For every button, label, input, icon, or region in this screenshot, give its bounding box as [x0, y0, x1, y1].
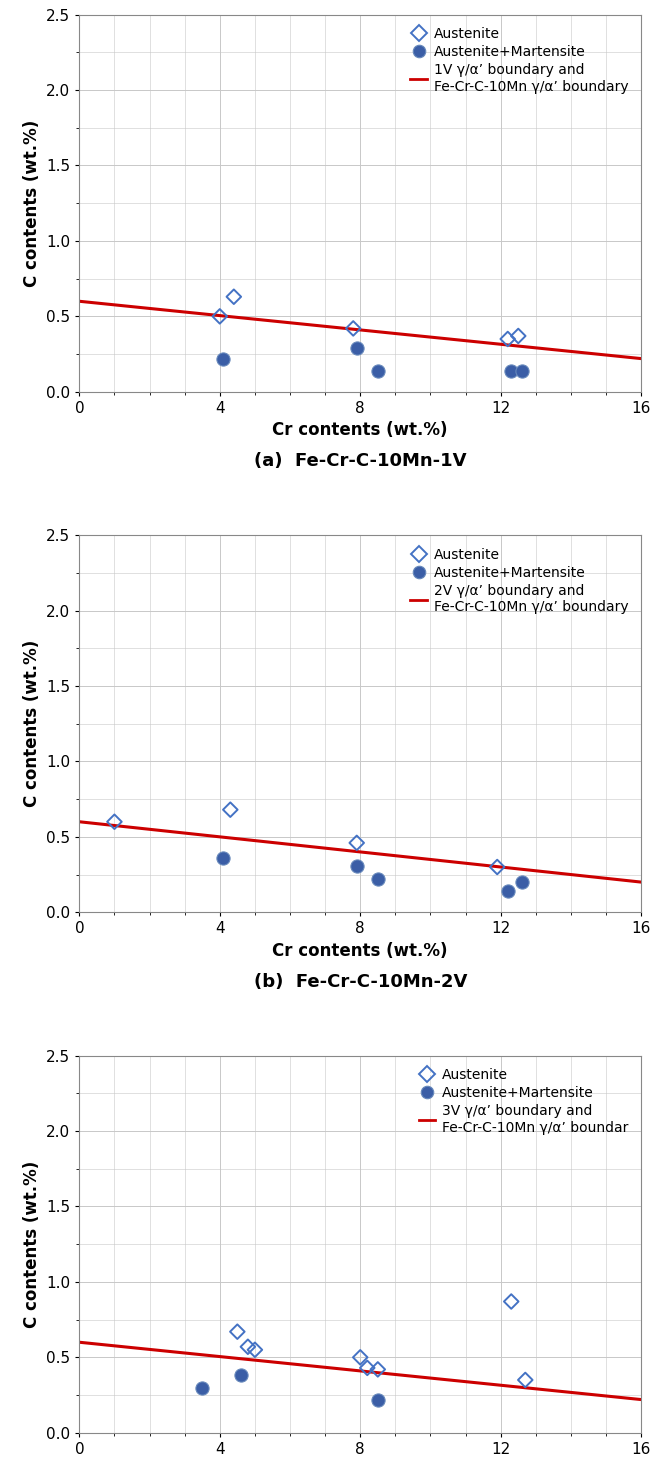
Point: [250, 1338, 260, 1361]
Y-axis label: C contents (wt.%): C contents (wt.%): [22, 640, 40, 807]
Point: [513, 325, 524, 348]
Point: [506, 360, 516, 383]
Y-axis label: C contents (wt.%): C contents (wt.%): [22, 1161, 40, 1327]
Point: [232, 1320, 243, 1344]
Point: [516, 870, 527, 893]
Legend: Austenite, Austenite+Martensite, 3V γ/α’ boundary and
Fe-Cr-C-10Mn γ/α’ boundar: Austenite, Austenite+Martensite, 3V γ/α’…: [413, 1063, 634, 1140]
Point: [235, 1364, 246, 1387]
Point: [373, 867, 383, 890]
Point: [348, 317, 358, 341]
Point: [352, 336, 362, 360]
Point: [214, 304, 225, 327]
Text: (a)  Fe-Cr-C-10Mn-1V: (a) Fe-Cr-C-10Mn-1V: [254, 452, 467, 471]
Point: [352, 832, 362, 855]
Point: [373, 1358, 383, 1382]
Point: [352, 854, 362, 877]
Point: [109, 810, 120, 833]
Point: [355, 1345, 366, 1368]
Point: [502, 327, 513, 351]
X-axis label: Cr contents (wt.%): Cr contents (wt.%): [272, 421, 448, 440]
Point: [373, 1387, 383, 1411]
Point: [516, 360, 527, 383]
Point: [197, 1376, 208, 1399]
Point: [502, 880, 513, 904]
Point: [373, 360, 383, 383]
Point: [229, 285, 239, 308]
Legend: Austenite, Austenite+Martensite, 2V γ/α’ boundary and
Fe-Cr-C-10Mn γ/α’ boundary: Austenite, Austenite+Martensite, 2V γ/α’…: [405, 542, 634, 620]
Point: [243, 1335, 253, 1358]
Point: [218, 846, 229, 870]
Point: [225, 798, 235, 822]
Y-axis label: C contents (wt.%): C contents (wt.%): [22, 120, 40, 287]
Text: (b)  Fe-Cr-C-10Mn-2V: (b) Fe-Cr-C-10Mn-2V: [254, 972, 467, 991]
Legend: Austenite, Austenite+Martensite, 1V γ/α’ boundary and
Fe-Cr-C-10Mn γ/α’ boundary: Austenite, Austenite+Martensite, 1V γ/α’…: [405, 22, 634, 99]
Point: [492, 855, 502, 879]
Point: [520, 1368, 531, 1392]
Point: [506, 1289, 516, 1313]
Point: [218, 346, 229, 370]
Point: [362, 1357, 373, 1380]
X-axis label: Cr contents (wt.%): Cr contents (wt.%): [272, 942, 448, 961]
